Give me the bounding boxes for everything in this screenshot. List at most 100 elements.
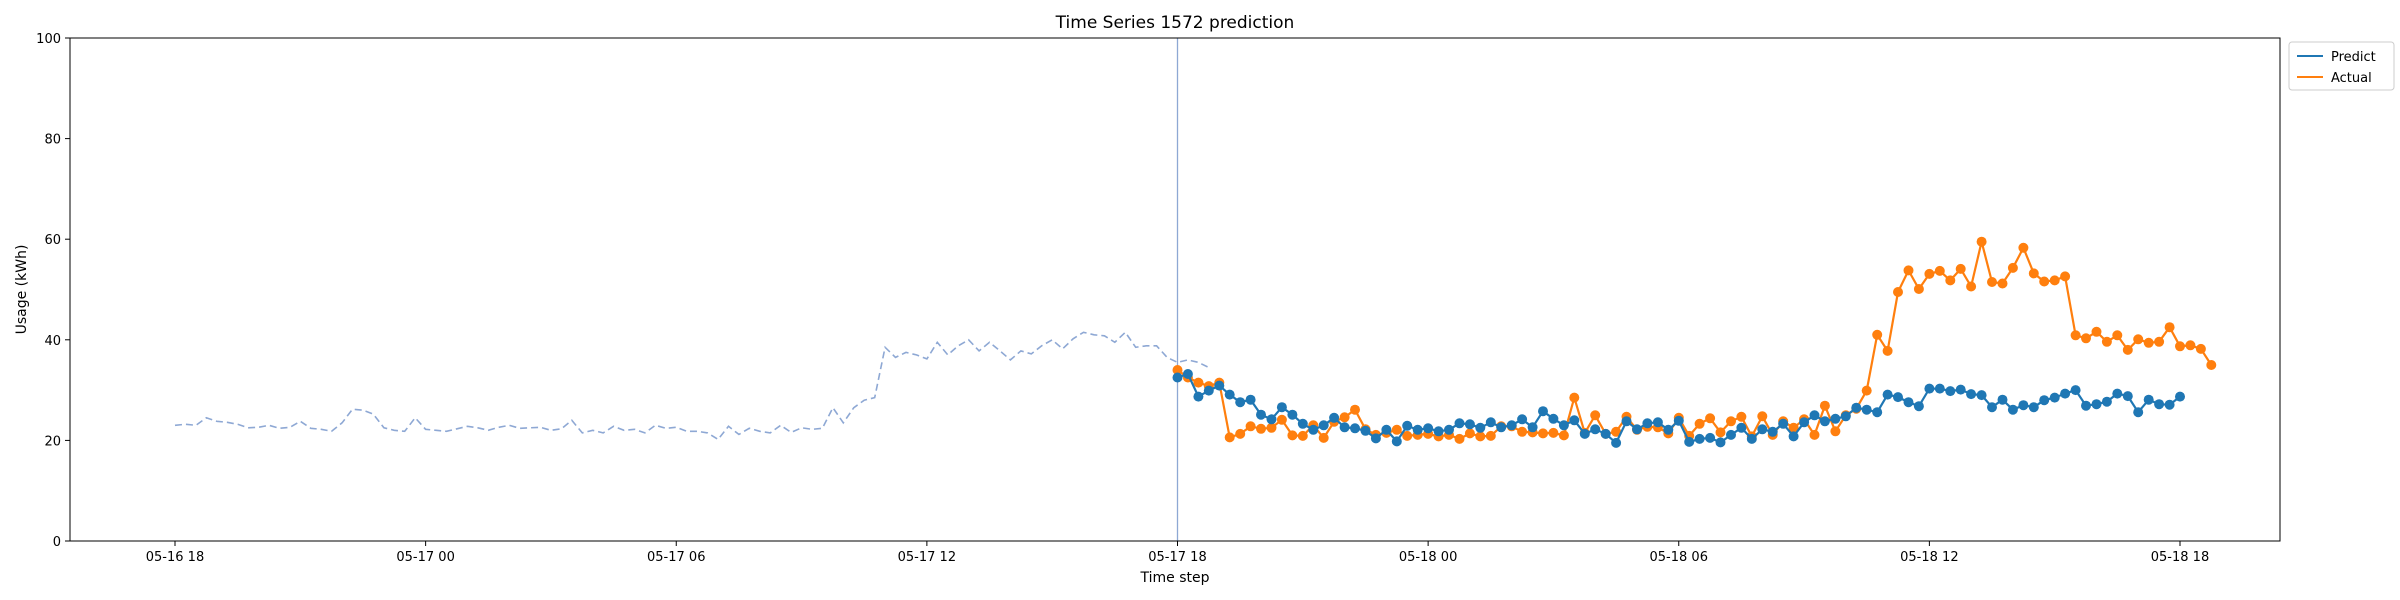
predict-point bbox=[2081, 400, 2091, 411]
actual-point bbox=[1611, 426, 1622, 437]
actual-point bbox=[2143, 337, 2154, 348]
predict-point bbox=[1736, 422, 1747, 433]
actual-point bbox=[1266, 422, 1277, 433]
actual-point bbox=[1903, 265, 1914, 276]
predict-point bbox=[2091, 399, 2102, 410]
actual-point bbox=[2206, 360, 2217, 370]
actual-point bbox=[1955, 263, 1966, 274]
predict-point bbox=[1423, 423, 1434, 434]
actual-point bbox=[1391, 424, 1402, 435]
predict-point bbox=[1611, 437, 1622, 448]
predict-point bbox=[1851, 402, 1862, 413]
predict-point bbox=[1924, 383, 1935, 394]
predict-point bbox=[2154, 399, 2165, 410]
actual-point bbox=[1538, 428, 1548, 439]
predict-point bbox=[1632, 424, 1642, 435]
predict-point bbox=[1819, 416, 1830, 427]
predict-point bbox=[1872, 407, 1883, 418]
y-tick-label: 20 bbox=[44, 434, 61, 449]
predict-point bbox=[1256, 409, 1266, 420]
actual-point bbox=[1548, 427, 1559, 438]
predict-point bbox=[1830, 413, 1841, 424]
predict-point bbox=[1590, 424, 1601, 435]
actual-point bbox=[1757, 411, 1768, 422]
predict-point bbox=[1746, 433, 1757, 444]
actual-point bbox=[2154, 336, 2165, 347]
predict-point bbox=[1193, 391, 1204, 402]
actual-point bbox=[1715, 427, 1726, 438]
actual-point bbox=[2039, 276, 2050, 287]
actual-point bbox=[1224, 432, 1235, 443]
predict-point bbox=[1579, 428, 1590, 439]
predict-point bbox=[2112, 388, 2123, 399]
predict-point bbox=[1276, 402, 1287, 413]
actual-point bbox=[1485, 430, 1496, 441]
predict-point bbox=[1517, 414, 1528, 425]
y-tick-label: 0 bbox=[53, 535, 61, 550]
predict-point bbox=[1245, 394, 1256, 405]
predict-point bbox=[1569, 415, 1580, 426]
predict-point bbox=[1527, 422, 1538, 433]
actual-point bbox=[1893, 287, 1903, 297]
actual-point bbox=[1705, 413, 1716, 424]
actual-point bbox=[1276, 414, 1287, 425]
y-axis: 0 20 40 60 80 100 bbox=[36, 32, 70, 550]
actual-point bbox=[1235, 428, 1246, 439]
predict-point bbox=[1329, 412, 1340, 423]
actual-point bbox=[2175, 341, 2185, 352]
predict-point bbox=[1350, 423, 1360, 434]
predict-point bbox=[1308, 424, 1319, 435]
predict-point bbox=[1694, 433, 1705, 444]
actual-line bbox=[1176, 241, 2213, 441]
y-tick-label: 60 bbox=[44, 233, 61, 248]
x-tick-label: 05-18 00 bbox=[1399, 550, 1457, 565]
chart-title: Time Series 1572 prediction bbox=[1055, 13, 1295, 33]
actual-point bbox=[1945, 275, 1956, 286]
predict-point bbox=[1506, 420, 1517, 431]
actual-point bbox=[1590, 410, 1601, 421]
x-tick-label: 05-17 06 bbox=[647, 550, 705, 565]
legend-label-predict: Predict bbox=[2331, 50, 2376, 65]
predict-point bbox=[1287, 409, 1298, 420]
predict-point bbox=[1715, 437, 1726, 448]
y-tick-label: 80 bbox=[44, 133, 61, 148]
predict-point bbox=[2143, 394, 2154, 405]
actual-point bbox=[1736, 411, 1747, 422]
predict-point bbox=[1893, 392, 1903, 403]
predict-point bbox=[1882, 389, 1893, 400]
actual-point bbox=[2049, 275, 2060, 286]
actual-point bbox=[1861, 385, 1872, 396]
x-tick-label: 05-17 18 bbox=[1148, 550, 1206, 565]
predict-point bbox=[1339, 422, 1350, 433]
y-tick-label: 40 bbox=[44, 334, 61, 349]
predict-point bbox=[2049, 392, 2060, 403]
predict-point bbox=[1840, 411, 1851, 422]
actual-point bbox=[1694, 418, 1705, 429]
predict-point bbox=[1224, 389, 1235, 400]
actual-point bbox=[1966, 281, 1977, 292]
actual-point bbox=[1987, 277, 1997, 287]
predict-point bbox=[1214, 380, 1225, 391]
predict-series bbox=[1172, 369, 2185, 448]
predict-point bbox=[1726, 429, 1736, 440]
actual-point bbox=[1517, 426, 1528, 437]
actual-point bbox=[1997, 278, 2008, 289]
predict-point bbox=[2101, 396, 2112, 407]
predict-point bbox=[1684, 436, 1695, 447]
predict-point bbox=[1673, 415, 1684, 426]
actual-point bbox=[1193, 377, 1204, 388]
actual-point bbox=[2070, 330, 2081, 341]
actual-point bbox=[2112, 330, 2123, 341]
actual-point bbox=[1726, 416, 1736, 427]
actual-point bbox=[1245, 421, 1256, 432]
actual-point bbox=[1569, 392, 1580, 403]
predict-point bbox=[1913, 401, 1924, 412]
plot-frame bbox=[69, 37, 2281, 542]
actual-point bbox=[1475, 431, 1486, 442]
predict-point bbox=[2175, 391, 2185, 402]
predict-point bbox=[1360, 425, 1371, 436]
predict-point bbox=[1182, 369, 1193, 379]
actual-point bbox=[1339, 412, 1350, 423]
predict-point bbox=[1966, 389, 1977, 400]
actual-point bbox=[1402, 430, 1413, 441]
